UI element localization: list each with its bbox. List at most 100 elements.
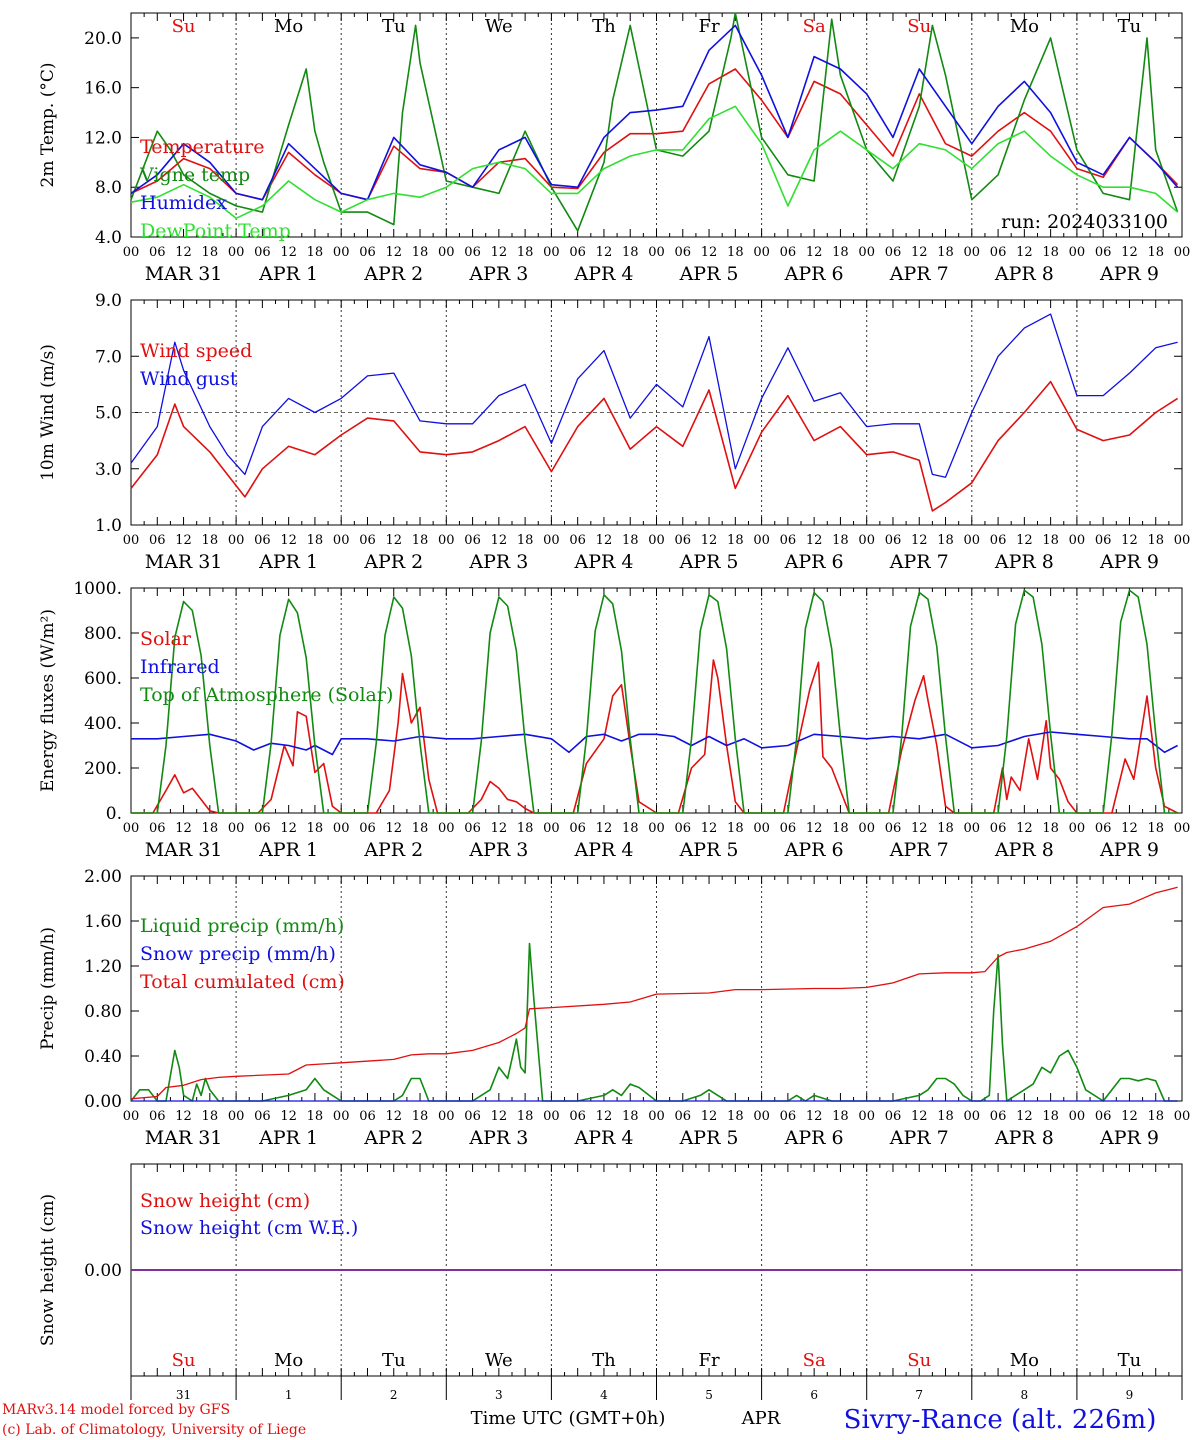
hour-label: 00 (543, 533, 560, 548)
hour-label: 06 (885, 533, 902, 548)
date-label: APR 7 (889, 551, 949, 573)
hour-label: 06 (149, 821, 166, 836)
hour-label: 06 (990, 1109, 1007, 1124)
day-name: Mo (1010, 16, 1039, 37)
hour-label: 12 (491, 245, 508, 260)
hour-label: 18 (1147, 533, 1164, 548)
legend-entry: Infrared (140, 656, 220, 678)
date-label: APR 8 (994, 839, 1054, 861)
date-label: APR 1 (258, 551, 318, 573)
y-tick-label: 20.0 (84, 29, 122, 49)
date-label: APR 5 (679, 1127, 739, 1149)
date-label: APR 7 (889, 1127, 949, 1149)
hour-label: 06 (990, 245, 1007, 260)
day-name: Tu (382, 1350, 406, 1371)
y-tick-label: 800. (84, 624, 122, 644)
hour-label: 18 (622, 245, 639, 260)
hour-label: 12 (911, 821, 928, 836)
hour-label: 18 (412, 533, 429, 548)
series-line-wind-gust (130, 313, 1178, 478)
hour-label: 18 (202, 533, 219, 548)
y-tick-label: 2.00 (84, 867, 122, 887)
hour-label: 00 (123, 245, 140, 260)
hour-label: 00 (438, 245, 455, 260)
hour-label: 00 (123, 1109, 140, 1124)
y-tick-label: 3.0 (95, 460, 122, 480)
hour-label: 06 (885, 821, 902, 836)
hour-label: 06 (1095, 1109, 1112, 1124)
hour-label: 00 (333, 1109, 350, 1124)
hour-label: 18 (202, 821, 219, 836)
series-line-humidex (130, 24, 1179, 201)
hour-label: 06 (780, 245, 797, 260)
y-tick-label: 600. (84, 669, 122, 689)
hour-label: 06 (569, 533, 586, 548)
y-tick-label: 7.0 (95, 347, 122, 367)
day-name: Sa (803, 16, 826, 37)
hour-label: 18 (1042, 245, 1059, 260)
legend-entry: Vigne temp (139, 164, 250, 186)
hour-label: 18 (937, 245, 954, 260)
hour-label: 06 (464, 1109, 481, 1124)
date-label: APR 5 (679, 551, 739, 573)
hour-label: 06 (254, 1109, 271, 1124)
date-label: APR 6 (784, 1127, 844, 1149)
date-label: APR 2 (363, 839, 423, 861)
hour-label: 00 (648, 1109, 665, 1124)
hour-label: 06 (780, 533, 797, 548)
date-label: APR 1 (258, 263, 318, 285)
date-label: APR 5 (679, 839, 739, 861)
hour-label: 06 (1095, 533, 1112, 548)
series-line-wind-speed (130, 380, 1179, 512)
hour-label: 18 (517, 533, 534, 548)
hour-label: 06 (569, 1109, 586, 1124)
legend-entry: Snow precip (mm/h) (140, 943, 336, 965)
hour-label: 12 (701, 821, 718, 836)
hour-label: 18 (727, 533, 744, 548)
y-axis-label: 2m Temp. (°C) (38, 62, 58, 187)
date-label: MAR 31 (145, 839, 223, 861)
hour-label: 00 (753, 1109, 770, 1124)
day-number: 1 (285, 1388, 293, 1402)
y-tick-label: 400. (84, 714, 122, 734)
hour-label: 12 (1016, 245, 1033, 260)
hour-label: 00 (438, 533, 455, 548)
date-label: APR 1 (258, 1127, 318, 1149)
run-annotation: run: 2024033100 (1001, 211, 1168, 233)
hour-label: 12 (491, 533, 508, 548)
hour-label: 00 (648, 821, 665, 836)
panel-5: 0.00 Snow height (cm) Snow height (cm) Snow… (38, 1163, 1183, 1377)
legend-entry: Solar (140, 628, 192, 650)
y-tick-label: 5.0 (95, 404, 122, 424)
y-tick-label: 9.0 (95, 291, 122, 311)
hour-label: 12 (175, 821, 192, 836)
hour-label: 18 (622, 821, 639, 836)
date-label: APR 7 (889, 839, 949, 861)
hour-label: 06 (254, 533, 271, 548)
hour-label: 06 (359, 1109, 376, 1124)
day-name: Tu (1118, 16, 1142, 37)
hour-label: 18 (1042, 533, 1059, 548)
hour-label: 06 (780, 821, 797, 836)
hour-label: 18 (1042, 821, 1059, 836)
hour-label: 00 (648, 533, 665, 548)
hour-label: 18 (517, 821, 534, 836)
hour-label: 00 (333, 245, 350, 260)
y-tick-label: 1.60 (84, 912, 122, 932)
hour-label: 12 (1016, 821, 1033, 836)
hour-label: 12 (280, 1109, 297, 1124)
day-name: Tu (382, 16, 406, 37)
day-name: We (485, 1350, 513, 1371)
y-axis-label: Energy fluxes (W/m²) (38, 609, 58, 792)
hour-label: 12 (1121, 1109, 1138, 1124)
hour-label: 00 (1174, 1109, 1191, 1124)
lab-credit: (c) Lab. of Climatology, University of L… (2, 1422, 306, 1438)
day-name: Su (172, 1350, 196, 1371)
date-label: APR 6 (784, 263, 844, 285)
hour-label: 06 (885, 1109, 902, 1124)
hour-label: 06 (1095, 821, 1112, 836)
legend-entry: Snow height (cm) (140, 1190, 310, 1212)
hour-label: 06 (149, 1109, 166, 1124)
date-label: APR 4 (573, 263, 633, 285)
